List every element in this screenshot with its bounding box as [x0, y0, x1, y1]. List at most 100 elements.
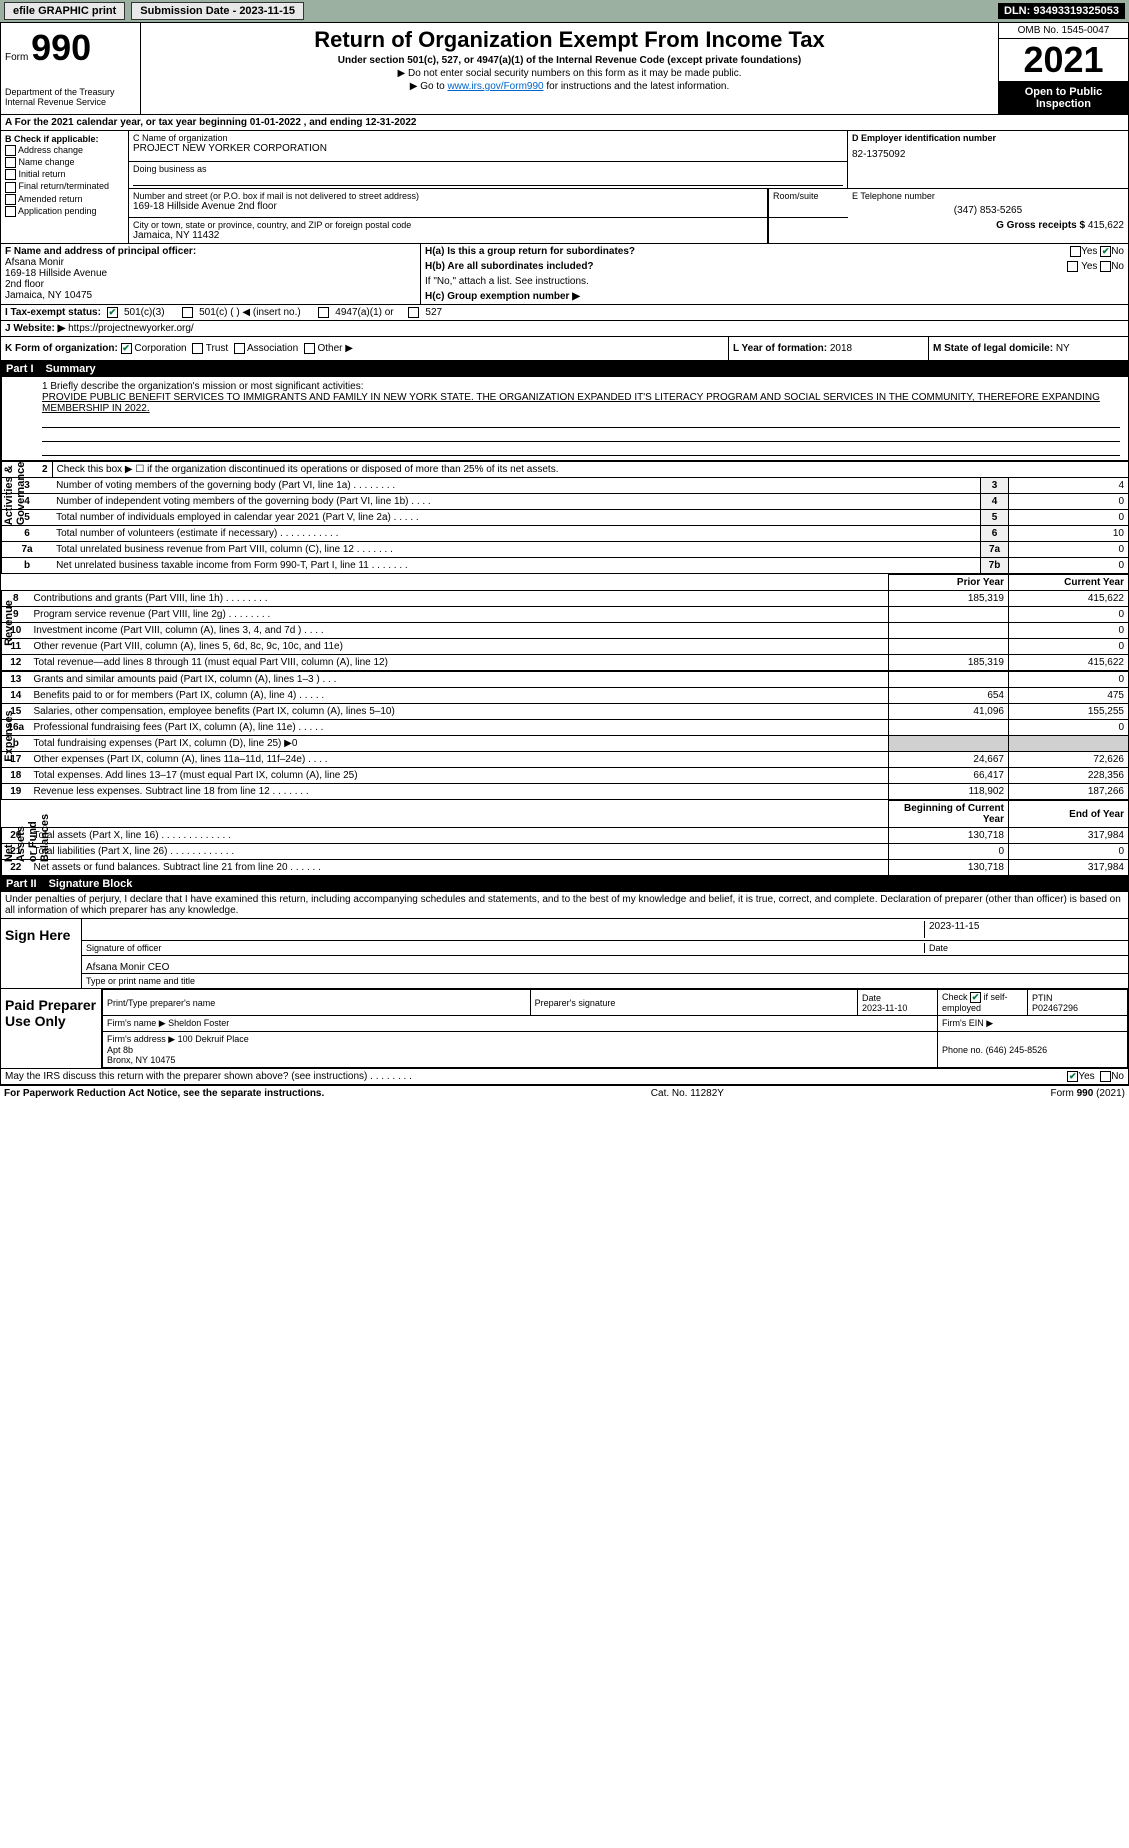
sig-date-value: 2023-11-15 [924, 921, 1124, 938]
527-checkbox[interactable] [408, 307, 419, 318]
colb-checkbox[interactable] [5, 157, 16, 168]
ssn-note: ▶ Do not enter social security numbers o… [149, 68, 990, 79]
501c-checkbox[interactable] [182, 307, 193, 318]
form-org-label: K Form of organization: [5, 343, 118, 354]
colb-checkbox[interactable] [5, 182, 16, 193]
corp-checkbox[interactable] [121, 343, 132, 354]
section-bcde: B Check if applicable: Address change Na… [0, 131, 1129, 244]
gross-cell: G Gross receipts $ 415,622 [848, 218, 1128, 243]
street-label: Number and street (or P.O. box if mail i… [133, 191, 763, 201]
may-yes-checkbox[interactable] [1067, 1071, 1078, 1082]
colb-checkbox[interactable] [5, 194, 16, 205]
domicile-label: M State of legal domicile: [933, 343, 1053, 354]
assoc-checkbox[interactable] [234, 343, 245, 354]
part1-title: Summary [46, 363, 96, 375]
form-subtitle: Under section 501(c), 527, or 4947(a)(1)… [149, 55, 990, 66]
prep-name-hdr: Print/Type preparer's name [103, 990, 531, 1016]
form-header: Form 990 Department of the TreasuryInter… [0, 22, 1129, 115]
firm-addr-label: Firm's address ▶ [107, 1034, 175, 1044]
phone-value: (347) 853-5265 [852, 205, 1124, 216]
firm-name-value: Sheldon Foster [168, 1018, 229, 1028]
submission-date-btn[interactable]: Submission Date - 2023-11-15 [131, 2, 304, 20]
colb-checkbox[interactable] [5, 206, 16, 217]
ha-no-checkbox[interactable] [1100, 246, 1111, 257]
phone-no-label: Phone no. [942, 1045, 983, 1055]
goto-pre: ▶ Go to [410, 81, 448, 92]
ha-no-label: No [1111, 246, 1124, 257]
ptin-hdr: PTIN [1032, 993, 1053, 1003]
room-cell: Room/suite [768, 189, 848, 218]
revenue-table: Prior YearCurrent Year8Contributions and… [1, 574, 1129, 671]
row-a-text: A For the 2021 calendar year, or tax yea… [5, 117, 416, 128]
mission-text: PROVIDE PUBLIC BENEFIT SERVICES TO IMMIG… [42, 392, 1120, 414]
efile-btn[interactable]: efile GRAPHIC print [4, 2, 125, 20]
form-number-box: Form 990 Department of the TreasuryInter… [1, 23, 141, 114]
tax-status-label: I Tax-exempt status: [5, 307, 101, 318]
room-label: Room/suite [773, 191, 819, 201]
other-label: Other ▶ [317, 343, 352, 354]
hb-no-label: No [1111, 261, 1124, 272]
preparer-label: Paid Preparer Use Only [1, 989, 101, 1068]
trust-checkbox[interactable] [192, 343, 203, 354]
colb-checkbox[interactable] [5, 145, 16, 156]
officer-addr3: Jamaica, NY 10475 [5, 290, 92, 301]
goto-note: ▶ Go to www.irs.gov/Form990 for instruct… [149, 81, 990, 92]
mission-block: 1 Briefly describe the organization's mi… [1, 377, 1129, 461]
ein-label: D Employer identification number [852, 133, 996, 143]
city-value: Jamaica, NY 11432 [133, 230, 763, 241]
tax-year: 2021 [999, 39, 1128, 82]
expenses-vlabel: Expenses [3, 710, 15, 761]
hb-no-checkbox[interactable] [1100, 261, 1111, 272]
hb-label: H(b) Are all subordinates included? [425, 261, 594, 272]
mission-label: 1 Briefly describe the organization's mi… [42, 381, 1120, 392]
irs-link[interactable]: www.irs.gov/Form990 [447, 81, 543, 92]
omb-number: OMB No. 1545-0047 [999, 23, 1128, 39]
527-label: 527 [425, 307, 442, 318]
firm-ein-label: Firm's EIN ▶ [942, 1018, 993, 1028]
website-value: https://projectnewyorker.org/ [68, 323, 194, 334]
ha-yes-checkbox[interactable] [1070, 246, 1081, 257]
ha-label: H(a) Is this a group return for subordin… [425, 246, 635, 257]
501c3-label: 501(c)(3) [124, 307, 165, 318]
firm-name-label: Firm's name ▶ [107, 1018, 166, 1028]
year-formation-label: L Year of formation: [733, 343, 827, 354]
ptin-value: P02467296 [1032, 1003, 1078, 1013]
501c-label: 501(c) ( ) ◀ (insert no.) [199, 307, 301, 318]
org-name-cell: C Name of organization PROJECT NEW YORKE… [129, 131, 848, 162]
footer-left: For Paperwork Reduction Act Notice, see … [4, 1088, 324, 1099]
phone-cell: E Telephone number (347) 853-5265 [848, 189, 1128, 218]
row-fh: F Name and address of principal officer:… [0, 244, 1129, 305]
footer-right: Form 990 (2021) [1051, 1088, 1125, 1099]
self-employed-checkbox[interactable] [970, 992, 981, 1003]
expenses-table: 13Grants and similar amounts paid (Part … [1, 671, 1129, 800]
topbar: efile GRAPHIC print Submission Date - 20… [0, 0, 1129, 22]
officer-label: F Name and address of principal officer: [5, 246, 196, 257]
may-yes-label: Yes [1078, 1071, 1094, 1082]
colb-checkbox[interactable] [5, 169, 16, 180]
may-no-checkbox[interactable] [1100, 1071, 1111, 1082]
year-formation-value: 2018 [830, 343, 852, 354]
l-cell: L Year of formation: 2018 [728, 337, 928, 360]
gross-value: 415,622 [1088, 220, 1124, 231]
sig-date-label: Date [924, 943, 1124, 953]
expenses-section: Expenses 13Grants and similar amounts pa… [0, 671, 1129, 800]
other-checkbox[interactable] [304, 343, 315, 354]
governance-table: 2Check this box ▶ ☐ if the organization … [1, 461, 1129, 574]
revenue-vlabel: Revenue [3, 600, 15, 646]
row-klm: K Form of organization: Corporation Trus… [0, 337, 1129, 361]
501c3-checkbox[interactable] [107, 307, 118, 318]
4947-checkbox[interactable] [318, 307, 329, 318]
part2-header: Part II Signature Block [0, 876, 1129, 892]
org-name-label: C Name of organization [133, 133, 843, 143]
form-number: 990 [31, 27, 91, 68]
open-to-public: Open to Public Inspection [999, 82, 1128, 114]
dln-label: DLN: 93493319325053 [998, 3, 1125, 19]
column-b: B Check if applicable: Address change Na… [1, 131, 129, 243]
hb-yes-checkbox[interactable] [1067, 261, 1078, 272]
ha-yes-label: Yes [1081, 246, 1097, 257]
hc-label: H(c) Group exemption number ▶ [425, 291, 580, 302]
prep-phone-value: (646) 245-8526 [986, 1045, 1048, 1055]
assoc-label: Association [247, 343, 298, 354]
officer-addr2: 2nd floor [5, 279, 44, 290]
netassets-section: Net Assets or Fund Balances Beginning of… [0, 800, 1129, 876]
